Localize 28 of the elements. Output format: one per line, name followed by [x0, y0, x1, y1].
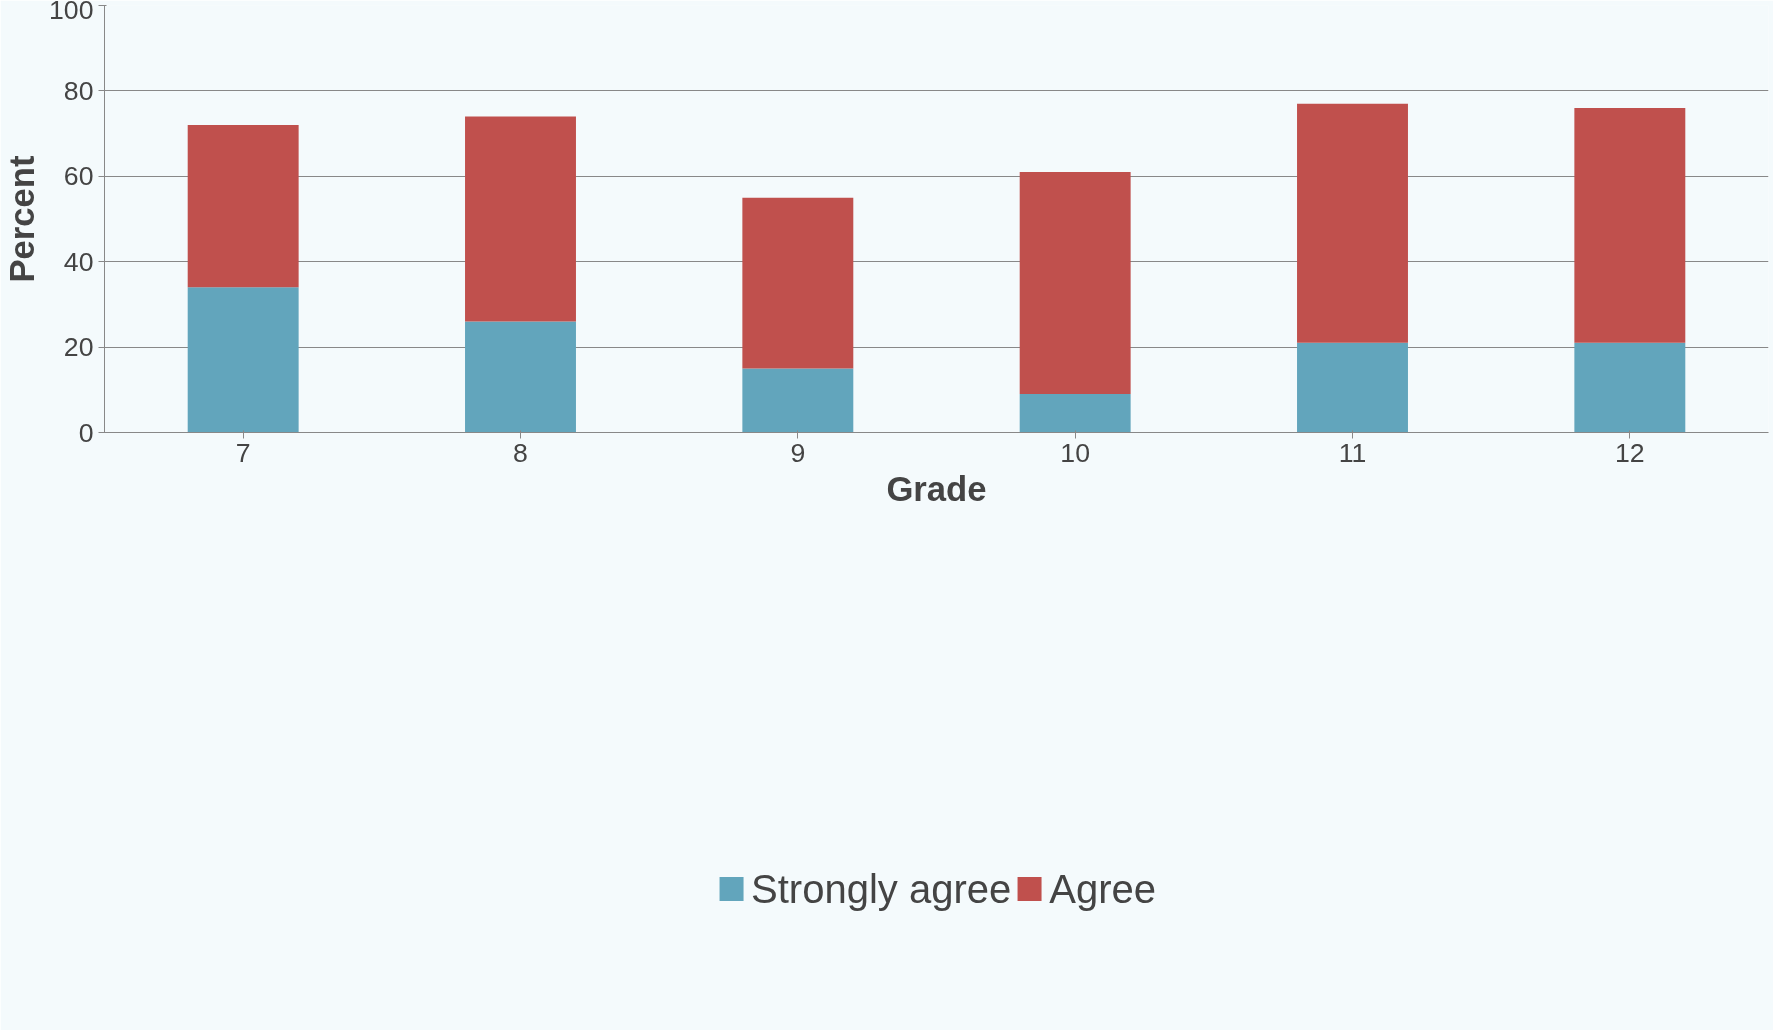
legend-label: Strongly agree	[751, 866, 1012, 912]
x-axis-title: Grade	[886, 469, 987, 508]
bar	[465, 116, 576, 322]
bar	[1574, 342, 1686, 433]
y-tick-label: 60	[63, 161, 94, 192]
x-tick-label: 11	[1338, 437, 1367, 468]
y-tick-label: 40	[63, 246, 94, 277]
y-tick-label: 20	[63, 332, 94, 363]
bar	[465, 321, 576, 433]
y-tick-label: 100	[49, 0, 94, 25]
bar	[187, 287, 299, 433]
x-tick-label: 7	[235, 437, 251, 468]
x-tick-label: 10	[1060, 437, 1090, 468]
y-tick-label: 0	[78, 417, 94, 448]
y-tick-label: 80	[63, 75, 94, 106]
y-axis-title: Percent	[3, 154, 42, 283]
bar	[1574, 107, 1686, 343]
bar	[187, 125, 299, 288]
bar	[742, 197, 854, 369]
bar	[1297, 342, 1408, 433]
bar	[742, 368, 854, 433]
x-tick-label: 9	[790, 437, 806, 468]
legend-label: Agree	[1049, 866, 1156, 912]
bar	[1297, 103, 1408, 343]
bar	[1019, 172, 1131, 395]
x-tick-label: 8	[513, 437, 528, 468]
bar	[1019, 394, 1131, 433]
x-tick-label: 12	[1615, 437, 1645, 468]
